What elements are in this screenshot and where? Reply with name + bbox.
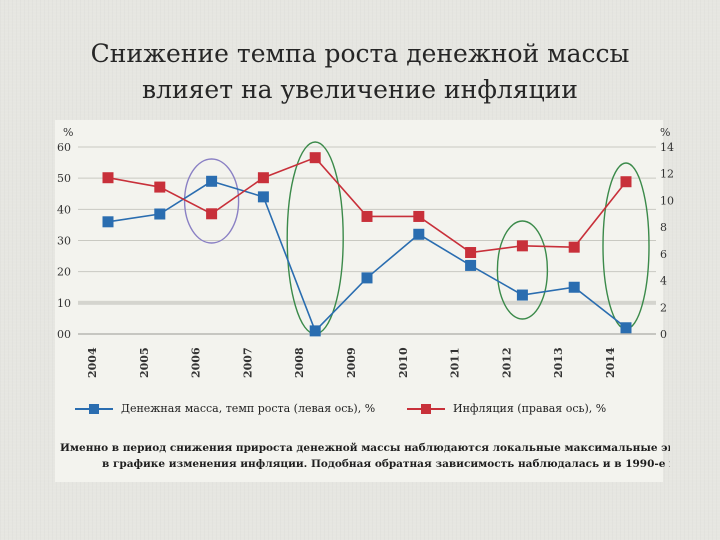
x-tick-label: 2004 <box>86 347 99 378</box>
data-point-money <box>361 272 373 284</box>
data-point-inflation <box>102 172 114 184</box>
highlight-ellipse-2008 <box>286 141 344 335</box>
right-tick-label: 0 <box>660 328 667 341</box>
data-point-inflation <box>465 247 477 259</box>
chart-legend: Денежная масса, темп роста (левая ось), … <box>55 398 663 422</box>
highlight-ellipse-2006 <box>183 158 240 244</box>
data-point-inflation <box>361 210 373 222</box>
slide-title: Снижение темпа роста денежной массы влия… <box>0 36 720 108</box>
right-axis-label: % <box>660 126 670 139</box>
left-tick-label: 10 <box>57 297 71 310</box>
legend-label-money: Денежная масса, темп роста (левая ось), … <box>121 402 376 415</box>
right-tick-label: 4 <box>660 275 667 288</box>
data-point-money <box>206 175 218 187</box>
data-point-inflation <box>516 240 528 252</box>
x-tick-label: 2005 <box>138 347 151 378</box>
x-tick-label: 2013 <box>552 347 565 378</box>
right-tick-label: 14 <box>660 141 674 154</box>
data-point-money <box>309 325 321 337</box>
grid-band <box>78 300 656 305</box>
x-tick-label: 2009 <box>345 347 358 378</box>
left-tick-label: 30 <box>57 235 71 248</box>
data-point-inflation <box>154 181 166 193</box>
legend-swatch-money <box>75 403 113 414</box>
caption-line-1: Именно в период снижения прироста денежн… <box>60 442 670 454</box>
data-point-inflation <box>206 208 218 220</box>
x-tick-label: 2008 <box>293 347 306 378</box>
x-tick-label: 2006 <box>190 347 203 378</box>
highlight-ellipse-2012 <box>496 220 549 320</box>
right-tick-label: 6 <box>660 248 667 261</box>
series-line-inflation <box>107 156 627 254</box>
data-point-money <box>465 259 477 271</box>
chart-caption: Именно в период снижения прироста денежн… <box>60 440 670 472</box>
x-tick-label: 2007 <box>241 347 254 378</box>
left-tick-label: 50 <box>57 172 71 185</box>
data-point-money <box>620 322 632 334</box>
right-tick-label: 12 <box>660 168 674 181</box>
legend-item-inflation: Инфляция (правая ось), % <box>407 402 606 415</box>
left-tick-label: 00 <box>57 328 71 341</box>
data-point-money <box>413 228 425 240</box>
right-tick-label: 2 <box>660 301 667 314</box>
data-point-money <box>154 208 166 220</box>
data-point-money <box>516 289 528 301</box>
data-point-money <box>102 216 114 228</box>
left-tick-label: 20 <box>57 266 71 279</box>
data-point-inflation <box>568 241 580 253</box>
slide-title-line-2: влияет на увеличение инфляции <box>142 75 578 104</box>
slide-title-line-1: Снижение темпа роста денежной массы <box>90 39 630 68</box>
series-line-money <box>107 180 627 333</box>
left-axis-label: % <box>63 126 73 139</box>
legend-label-inflation: Инфляция (правая ось), % <box>453 402 607 415</box>
left-tick-label: 60 <box>57 141 71 154</box>
x-tick-label: 2010 <box>397 347 410 378</box>
data-point-money <box>257 191 269 203</box>
data-point-inflation <box>309 152 321 164</box>
x-tick-label: 2014 <box>604 347 617 378</box>
data-point-money <box>568 281 580 293</box>
caption-line-2: в графике изменения инфляции. Подобная о… <box>102 458 670 470</box>
data-point-inflation <box>620 176 632 188</box>
right-tick-label: 10 <box>660 194 674 207</box>
data-point-inflation <box>413 210 425 222</box>
x-tick-label: 2011 <box>449 347 462 378</box>
data-point-inflation <box>257 172 269 184</box>
legend-swatch-inflation <box>407 403 445 414</box>
legend-item-money: Денежная масса, темп роста (левая ось), … <box>75 402 375 415</box>
left-tick-label: 40 <box>57 203 71 216</box>
right-tick-label: 8 <box>660 221 667 234</box>
x-tick-label: 2012 <box>500 347 513 378</box>
